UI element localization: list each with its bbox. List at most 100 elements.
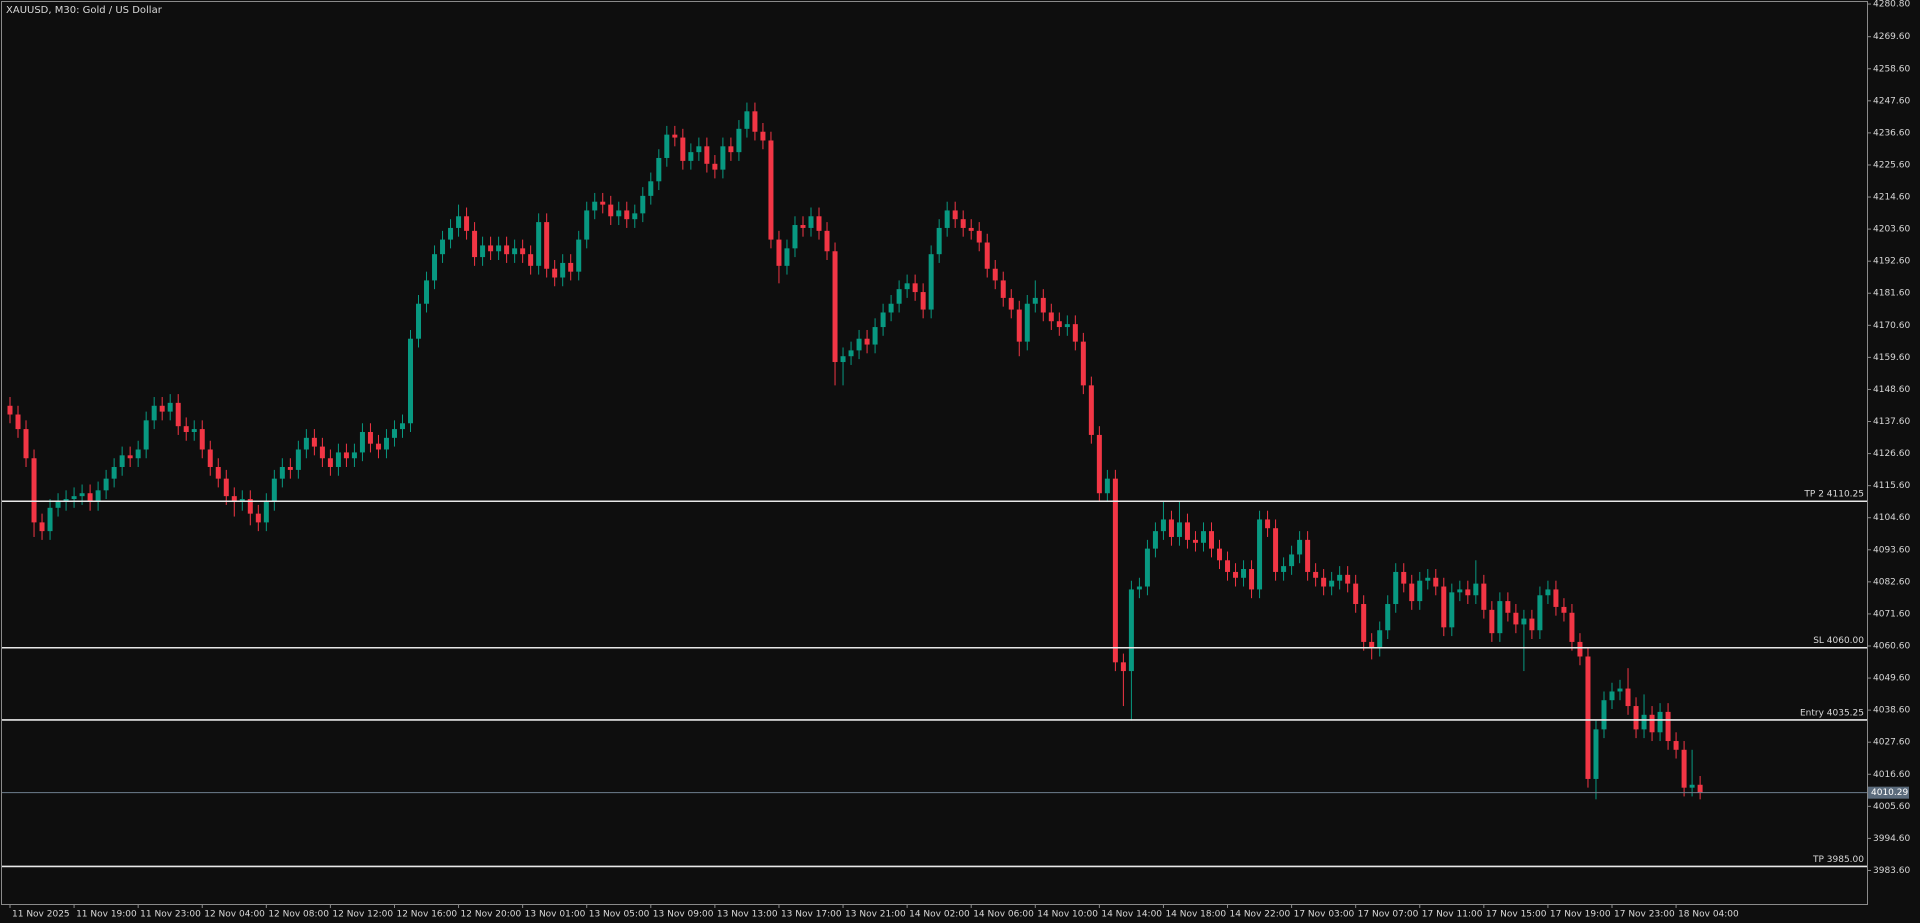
candle-body: [1072, 324, 1078, 342]
candle-body: [1265, 519, 1271, 529]
candle-body: [952, 210, 958, 220]
candle-body: [1257, 519, 1263, 590]
candle-body: [1080, 341, 1086, 386]
level-label: SL 4060.00: [1813, 636, 1864, 646]
candle-body: [456, 216, 462, 228]
candle-body: [47, 507, 53, 532]
candle-body: [215, 466, 221, 479]
candle-body: [1401, 571, 1407, 584]
candle-body: [1633, 706, 1639, 730]
y-tick-label: 4214.60: [1873, 193, 1910, 203]
candle-body: [319, 446, 325, 459]
candle-body: [824, 230, 830, 252]
candle-body: [1377, 630, 1383, 648]
x-tick-label: 12 Nov 04:00: [204, 910, 265, 920]
candle-body: [440, 239, 446, 255]
candle-body: [1008, 297, 1014, 310]
x-tick-label: 11 Nov 2025: [12, 910, 70, 920]
candle-body: [808, 216, 814, 228]
candle-body: [520, 248, 526, 255]
candle-body: [936, 227, 942, 255]
candle-body: [79, 493, 85, 497]
candle-body: [1321, 577, 1327, 587]
candle-body: [536, 222, 542, 266]
candle-body: [744, 111, 750, 129]
candle-body: [1361, 604, 1367, 642]
candle-body: [856, 338, 862, 351]
candle-body: [792, 225, 798, 249]
candle-body: [1457, 589, 1463, 593]
plot-frame: [1, 1, 1868, 905]
x-tick-label: 13 Nov 17:00: [781, 910, 842, 920]
candle-body: [960, 219, 966, 228]
candle-body: [303, 437, 309, 450]
candle-body: [672, 134, 678, 138]
x-tick-label: 13 Nov 09:00: [653, 910, 714, 920]
candle-body: [31, 458, 37, 523]
candle-body: [832, 251, 838, 363]
y-tick-label: 4038.60: [1873, 706, 1910, 716]
candle-body: [736, 128, 742, 153]
candle-body: [55, 501, 61, 508]
candle-body: [616, 210, 622, 217]
y-tick-label: 4280.80: [1873, 0, 1910, 10]
y-tick-label: 4159.60: [1873, 353, 1910, 363]
x-tick-label: 12 Nov 20:00: [461, 910, 522, 920]
candle-body: [784, 248, 790, 266]
candle-body: [119, 455, 125, 467]
candle-body: [712, 163, 718, 170]
candle-body: [688, 152, 694, 161]
y-tick-label: 4225.60: [1873, 160, 1910, 170]
candle-body: [560, 262, 566, 278]
candle-body: [1225, 560, 1231, 572]
candle-body: [608, 204, 614, 217]
candle-body: [1521, 618, 1527, 625]
candle-body: [1056, 321, 1062, 328]
candle-body: [1497, 601, 1503, 634]
candle-body: [1032, 297, 1038, 304]
candle-body: [1104, 478, 1110, 494]
last-price-tag: [1868, 786, 1909, 799]
candle-body: [464, 216, 470, 231]
candle-body: [1529, 618, 1535, 631]
candle-body: [1249, 569, 1255, 590]
y-tick-label: 4060.60: [1873, 641, 1910, 651]
candle-body: [768, 140, 774, 240]
candle-body: [624, 210, 630, 220]
y-tick-label: 3983.60: [1873, 866, 1910, 876]
level-label: TP 3985.00: [1812, 855, 1864, 865]
candle-body: [327, 458, 333, 467]
candle-body: [1385, 604, 1391, 631]
x-tick-label: 13 Nov 21:00: [845, 910, 906, 920]
candle-body: [480, 245, 486, 258]
candle-body: [159, 405, 165, 412]
candle-body: [1313, 571, 1319, 578]
candle-body: [976, 230, 982, 243]
candle-body: [1096, 434, 1102, 494]
x-tick-label: 12 Nov 16:00: [396, 910, 457, 920]
candle-body: [1160, 519, 1166, 532]
candle-body: [1625, 688, 1631, 707]
candle-body: [640, 195, 646, 214]
candle-body: [496, 245, 502, 252]
y-tick-label: 4170.60: [1873, 321, 1910, 331]
candle-body: [1545, 589, 1551, 596]
candle-body: [1601, 700, 1607, 730]
candle-body: [600, 201, 606, 205]
x-tick-label: 12 Nov 12:00: [332, 910, 393, 920]
candle-body: [696, 146, 702, 153]
candle-body: [512, 248, 518, 255]
y-tick-label: 4203.60: [1873, 225, 1910, 235]
candle-body: [1048, 312, 1054, 322]
candle-body: [1649, 714, 1655, 733]
candle-body: [1585, 656, 1591, 779]
candle-body: [135, 449, 141, 459]
candle-body: [632, 213, 638, 220]
candle-body: [840, 356, 846, 363]
candle-body: [199, 429, 205, 450]
x-tick-label: 13 Nov 05:00: [589, 910, 650, 920]
candle-body: [287, 466, 293, 470]
x-tick-label: 14 Nov 06:00: [973, 910, 1034, 920]
candle-body: [263, 501, 269, 523]
y-tick-label: 4137.60: [1873, 417, 1910, 427]
